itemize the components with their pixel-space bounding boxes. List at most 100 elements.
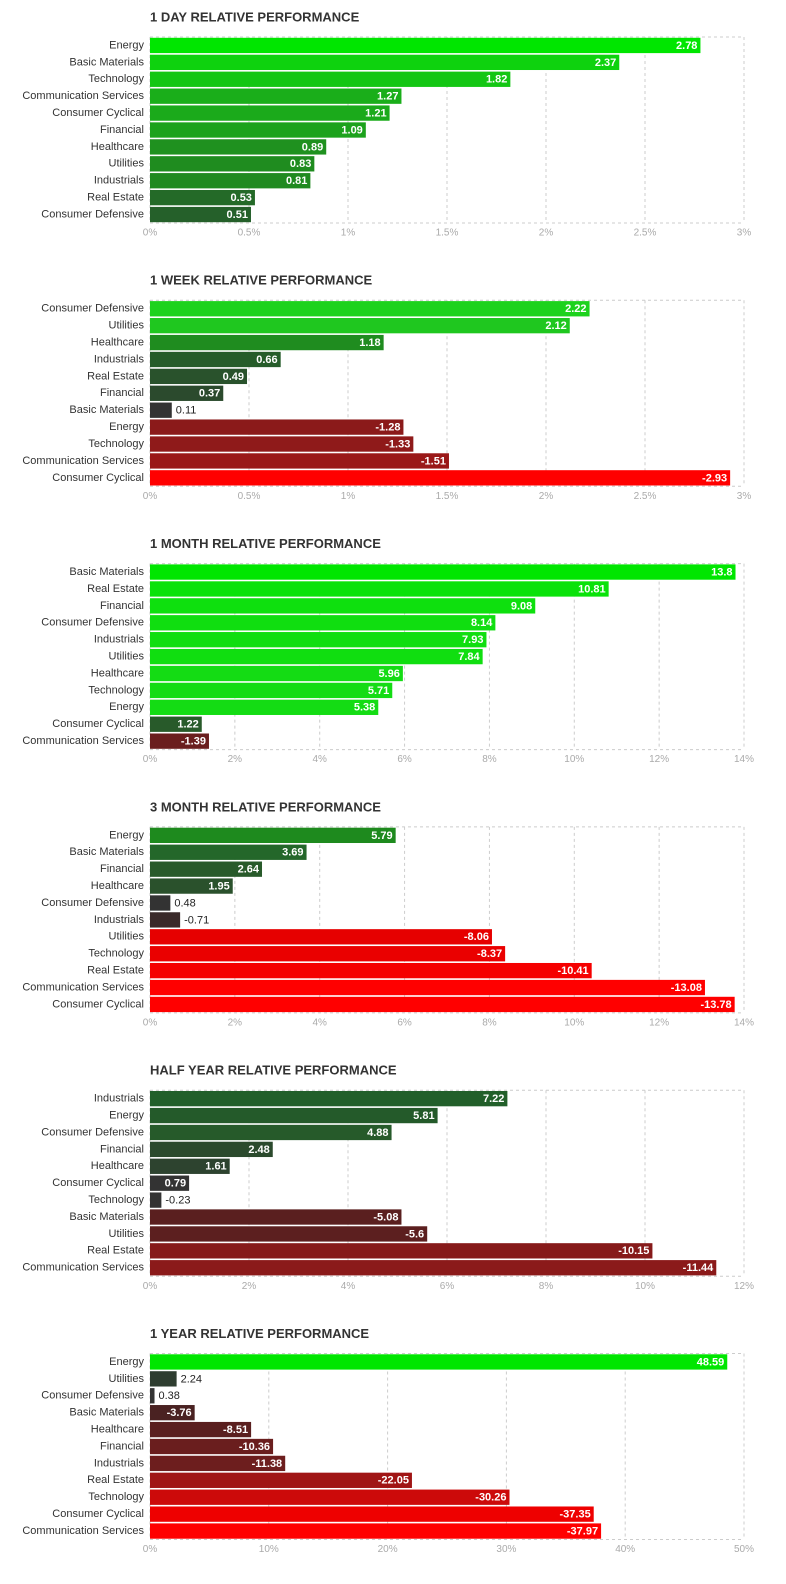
bar: [150, 615, 496, 631]
value-label: -11.44: [683, 1262, 714, 1274]
value-label: 5.96: [378, 668, 399, 680]
x-tick-label: 30%: [496, 1544, 516, 1555]
bar: [150, 88, 402, 104]
bar: [150, 665, 403, 682]
bar: [150, 827, 396, 844]
chart-title: 1 YEAR RELATIVE PERFORMANCE: [150, 1326, 369, 1341]
bar: [150, 1438, 274, 1455]
x-tick-label: 2%: [228, 1018, 243, 1029]
value-label: 5.81: [413, 1110, 434, 1122]
x-tick-label: 0%: [143, 754, 158, 765]
value-label: -1.51: [421, 455, 446, 467]
bar: [150, 895, 171, 911]
bar: [150, 844, 307, 860]
value-label: 1.27: [377, 91, 398, 103]
value-label: -37.97: [567, 1525, 598, 1537]
value-label: 2.48: [248, 1144, 269, 1156]
value-label: 2.24: [181, 1373, 202, 1385]
value-label: 0.79: [165, 1178, 186, 1190]
bar: [150, 105, 390, 121]
x-tick-label: 0%: [143, 228, 158, 239]
bar: [150, 368, 248, 385]
x-tick-label: 12%: [649, 754, 669, 765]
value-label: -5.08: [373, 1211, 398, 1223]
bar: [150, 1141, 273, 1158]
x-tick-label: 0%: [143, 1018, 158, 1029]
bar: [150, 206, 251, 223]
category-label: Consumer Defensive: [41, 897, 144, 909]
category-label: Consumer Cyclical: [52, 107, 144, 119]
category-label: Basic Materials: [69, 56, 144, 68]
x-tick-label: 0.5%: [238, 491, 261, 502]
bar: [150, 979, 705, 996]
x-tick-label: 6%: [397, 1018, 412, 1029]
value-label: -8.51: [223, 1424, 248, 1436]
category-label: Financial: [100, 1143, 144, 1155]
category-label: Consumer Cyclical: [52, 472, 144, 484]
bar: [150, 699, 379, 715]
x-tick-label: 0%: [143, 1281, 158, 1292]
value-label: 7.93: [462, 634, 483, 646]
value-label: 0.48: [174, 897, 195, 909]
category-label: Technology: [88, 73, 144, 85]
value-label: 2.22: [565, 303, 586, 315]
category-label: Financial: [100, 600, 144, 612]
x-tick-label: 3%: [737, 491, 752, 502]
value-label: -3.76: [167, 1407, 192, 1419]
category-label: Consumer Cyclical: [52, 1177, 144, 1189]
category-label: Utilities: [109, 1373, 145, 1385]
bar: [150, 122, 366, 138]
x-tick-label: 4%: [341, 1281, 356, 1292]
x-tick-label: 10%: [635, 1281, 655, 1292]
value-label: 0.49: [223, 371, 244, 383]
category-label: Technology: [88, 948, 144, 960]
x-tick-label: 40%: [615, 1544, 635, 1555]
category-label: Industrials: [94, 1457, 145, 1469]
value-label: -2.93: [702, 472, 727, 484]
category-label: Industrials: [94, 1093, 145, 1105]
value-label: 0.51: [227, 209, 248, 221]
bar: [150, 946, 506, 962]
category-label: Healthcare: [91, 880, 144, 892]
bar: [150, 1405, 195, 1421]
value-label: 1.09: [341, 124, 362, 136]
category-label: Utilities: [109, 1228, 145, 1240]
category-label: Healthcare: [91, 667, 144, 679]
value-label: 4.88: [367, 1127, 388, 1139]
bar: [150, 1371, 177, 1387]
value-label: 2.78: [676, 40, 697, 52]
bar: [150, 301, 590, 317]
category-label: Basic Materials: [69, 404, 144, 416]
x-tick-label: 4%: [312, 754, 327, 765]
category-label: Basic Materials: [69, 1407, 144, 1419]
value-label: 0.89: [302, 141, 323, 153]
bar: [150, 1175, 190, 1191]
x-tick-label: 6%: [397, 754, 412, 765]
category-label: Real Estate: [87, 370, 144, 382]
value-label: -5.6: [405, 1228, 424, 1240]
bar: [150, 71, 511, 87]
value-label: 7.22: [483, 1093, 504, 1105]
category-label: Consumer Cyclical: [52, 718, 144, 730]
bar: [150, 334, 384, 351]
bar: [150, 861, 263, 877]
bar: [150, 878, 233, 894]
bar: [150, 54, 620, 71]
bar: [150, 419, 404, 435]
x-tick-label: 8%: [482, 1018, 497, 1029]
chart-title: 1 MONTH RELATIVE PERFORMANCE: [150, 536, 381, 551]
category-label: Utilities: [109, 320, 145, 332]
bar: [150, 1192, 162, 1208]
value-label: 5.71: [368, 685, 389, 697]
category-label: Consumer Cyclical: [52, 998, 144, 1010]
category-label: Financial: [100, 1440, 144, 1452]
value-label: -13.08: [671, 982, 702, 994]
bar: [150, 962, 592, 979]
bar: [150, 1158, 230, 1174]
value-label: -8.37: [477, 948, 502, 960]
bar: [150, 1124, 392, 1141]
category-label: Basic Materials: [69, 1211, 144, 1223]
category-label: Energy: [109, 1109, 144, 1121]
category-label: Energy: [109, 1356, 144, 1368]
bar: [150, 436, 414, 452]
